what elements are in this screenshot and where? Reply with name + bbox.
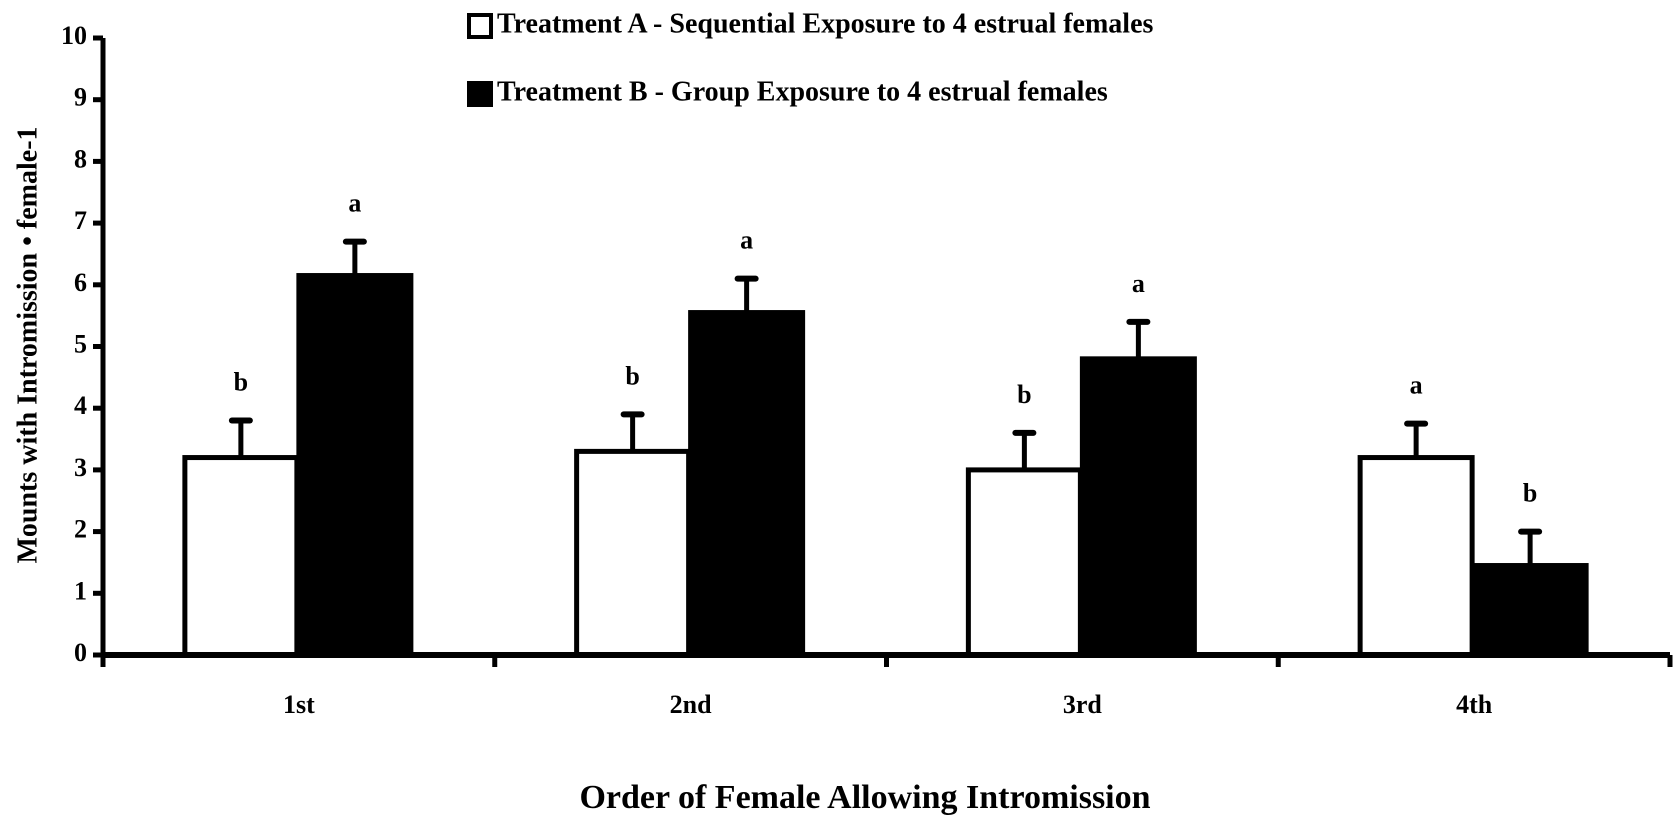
y-tick-label: 4 bbox=[74, 391, 87, 420]
y-tick-label: 9 bbox=[74, 83, 87, 112]
x-tick-label: 3rd bbox=[1063, 690, 1103, 719]
y-tick-label: 3 bbox=[74, 453, 87, 482]
y-tick-label: 0 bbox=[74, 638, 87, 667]
significance-letter: b bbox=[1017, 380, 1031, 409]
significance-letter: b bbox=[1523, 479, 1537, 508]
y-tick-label: 8 bbox=[74, 144, 87, 173]
significance-letter: b bbox=[625, 361, 639, 390]
bar bbox=[1079, 356, 1197, 658]
x-tick-label: 1st bbox=[283, 690, 315, 719]
bar bbox=[688, 310, 806, 658]
x-tick-label: 2nd bbox=[670, 690, 712, 719]
y-tick-label: 2 bbox=[74, 515, 87, 544]
legend-swatch bbox=[467, 81, 493, 107]
significance-letter: b bbox=[234, 368, 248, 397]
y-axis-title: Mounts with Intromission • female-1 bbox=[12, 126, 43, 563]
x-axis-title: Order of Female Allowing Intromission bbox=[579, 779, 1150, 816]
significance-letter: a bbox=[740, 226, 753, 255]
bar bbox=[1357, 455, 1475, 658]
y-tick-label: 10 bbox=[61, 21, 87, 50]
y-tick-label: 1 bbox=[74, 576, 87, 605]
bar bbox=[296, 273, 414, 658]
significance-letter: a bbox=[348, 189, 361, 218]
y-tick-label: 7 bbox=[74, 206, 87, 235]
x-tick-label: 4th bbox=[1456, 690, 1493, 719]
bar bbox=[1471, 563, 1589, 658]
legend-label: Treatment A - Sequential Exposure to 4 e… bbox=[497, 8, 1154, 39]
legend-swatch bbox=[467, 13, 493, 39]
significance-letter: a bbox=[1410, 371, 1423, 400]
significance-letter: a bbox=[1132, 269, 1145, 298]
bar bbox=[182, 455, 300, 658]
y-tick-label: 5 bbox=[74, 329, 87, 358]
bar bbox=[965, 467, 1083, 658]
legend-label: Treatment B - Group Exposure to 4 estrua… bbox=[497, 76, 1108, 107]
y-tick-label: 6 bbox=[74, 268, 87, 297]
bar bbox=[574, 448, 692, 658]
